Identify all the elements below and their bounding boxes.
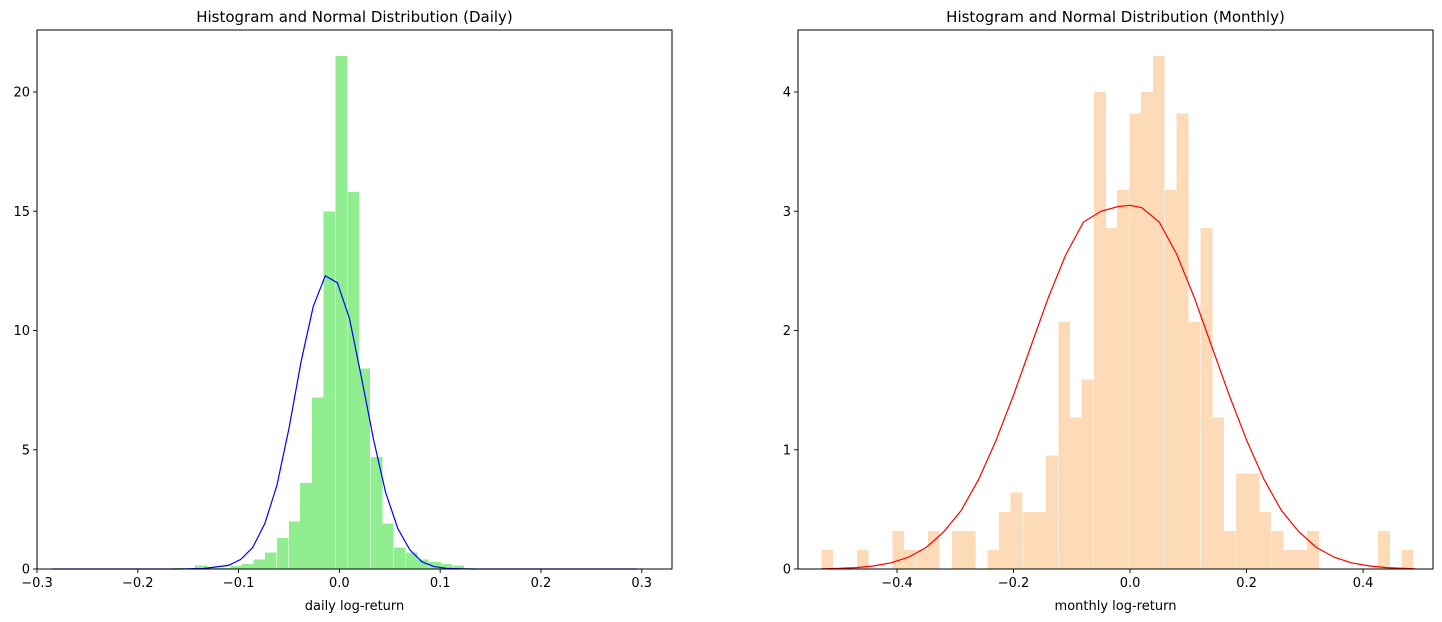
- monthly-histogram-bar: [1200, 227, 1213, 569]
- daily-chart-title: Histogram and Normal Distribution (Daily…: [196, 8, 513, 26]
- daily-y-tick-label: 0: [22, 563, 30, 578]
- monthly-normal-curve: [821, 204, 1416, 570]
- monthly-histogram-bar: [1271, 530, 1284, 569]
- monthly-histogram-bar: [1093, 92, 1106, 569]
- monthly-histogram-bar: [951, 530, 964, 569]
- daily-y-tick-label: 20: [13, 86, 30, 101]
- monthly-histogram-bar: [1141, 92, 1153, 569]
- daily-histogram-bar: [312, 397, 324, 569]
- daily-histogram-bar: [218, 567, 231, 569]
- monthly-histogram-bar: [1188, 322, 1201, 569]
- monthly-histogram-bar: [1070, 417, 1082, 569]
- monthly-x-tick-label: 0.4: [1353, 576, 1374, 591]
- daily-x-tick-label: 0.0: [329, 576, 350, 591]
- daily-x-axis-label: daily log-return: [305, 599, 405, 614]
- daily-histogram-bar: [300, 483, 312, 569]
- daily-histogram-bar: [370, 456, 383, 569]
- monthly-y-tick-label: 4: [783, 86, 791, 101]
- monthly-histogram-bar: [963, 530, 976, 569]
- monthly-histogram-bar: [1401, 549, 1414, 569]
- daily-x-tick-label: −0.3: [21, 576, 53, 591]
- monthly-histogram-bar: [1022, 511, 1035, 569]
- monthly-histogram-bar: [1046, 455, 1059, 569]
- monthly-axes-frame: [797, 29, 1434, 570]
- monthly-histogram-bar: [1223, 530, 1236, 569]
- daily-axes-frame: [36, 29, 673, 570]
- monthly-histogram-bar: [856, 549, 869, 569]
- daily-histogram-bar: [358, 368, 371, 569]
- monthly-histogram-bar: [904, 549, 916, 569]
- daily-x-tick-label: 0.2: [531, 576, 552, 591]
- monthly-histogram-bar: [927, 530, 940, 569]
- monthly-histogram-bar: [1236, 473, 1248, 569]
- monthly-histogram-bar: [916, 549, 929, 569]
- monthly-histogram-bar: [1307, 530, 1319, 569]
- monthly-y-tick-label: 0: [783, 563, 791, 578]
- daily-y-tick-label: 10: [13, 324, 30, 339]
- daily-x-tick-label: −0.2: [122, 576, 154, 591]
- monthly-histogram-bar: [998, 511, 1011, 569]
- monthly-chart-title: Histogram and Normal Distribution (Month…: [946, 8, 1285, 26]
- monthly-y-tick-label: 1: [783, 443, 791, 458]
- daily-histogram-bar: [393, 547, 406, 569]
- monthly-histogram-bar: [1058, 322, 1071, 569]
- daily-histogram-panel: −0.3 −0.2 −0.1 0.0 0.1 0.2 0.3 0 5 10 15 20 Histogra…: [13, 8, 673, 614]
- monthly-histogram-bar: [892, 530, 905, 569]
- monthly-y-tick-label: 3: [783, 205, 791, 220]
- daily-x-tick-label: −0.1: [223, 576, 255, 591]
- daily-histogram-bar: [230, 566, 243, 569]
- monthly-x-tick-label: −0.2: [998, 576, 1030, 591]
- monthly-histogram-bar: [1378, 530, 1391, 569]
- daily-histogram-bar: [264, 552, 277, 569]
- monthly-histogram-bar: [1081, 379, 1094, 569]
- monthly-histogram-bar: [1010, 492, 1023, 569]
- daily-histogram-bar: [195, 565, 207, 569]
- monthly-histogram-bar: [821, 549, 834, 569]
- daily-histogram-bar: [381, 523, 394, 569]
- daily-histogram-bar: [452, 565, 464, 569]
- monthly-histogram-bar: [1152, 56, 1165, 570]
- monthly-histogram-bar: [1129, 113, 1142, 569]
- monthly-histogram-bar: [1212, 417, 1225, 569]
- monthly-histogram-panel: −0.4 −0.2 0.0 0.2 0.4 0 1 2 3 4 Histogram and Norm…: [783, 8, 1434, 614]
- daily-histogram-bar: [323, 211, 335, 569]
- monthly-histogram-bar: [1034, 511, 1047, 569]
- daily-histogram-bar: [335, 56, 348, 570]
- daily-histogram-bar: [429, 561, 441, 569]
- daily-x-tick-label: 0.3: [631, 576, 652, 591]
- monthly-x-tick-label: 0.0: [1120, 576, 1141, 591]
- monthly-bars: [821, 56, 1414, 570]
- monthly-x-tick-label: 0.2: [1236, 576, 1257, 591]
- daily-y-tick-label: 5: [22, 443, 30, 458]
- daily-histogram-bar: [241, 564, 254, 569]
- monthly-x-axis-label: monthly log-return: [1055, 599, 1177, 614]
- daily-histogram-bar: [207, 567, 220, 569]
- daily-histogram-bar: [276, 537, 289, 569]
- monthly-histogram-bar: [1283, 549, 1296, 569]
- monthly-x-tick-label: −0.4: [881, 576, 913, 591]
- monthly-histogram-bar: [1117, 189, 1130, 569]
- daily-histogram-bar: [253, 559, 266, 569]
- daily-bars: [172, 56, 477, 570]
- monthly-y-tick-label: 2: [783, 324, 791, 339]
- daily-histogram-bar: [288, 521, 301, 569]
- daily-histogram-bar: [405, 552, 418, 569]
- daily-y-tick-label: 15: [13, 205, 30, 220]
- monthly-histogram-bar: [1176, 113, 1189, 569]
- daily-histogram-bar: [440, 564, 452, 569]
- daily-x-tick-label: 0.1: [430, 576, 451, 591]
- monthly-histogram-bar: [1165, 189, 1177, 569]
- monthly-histogram-bar: [987, 549, 1000, 569]
- monthly-histogram-bar: [1247, 473, 1260, 569]
- daily-histogram-bar: [416, 559, 429, 569]
- monthly-histogram-bar: [1259, 511, 1272, 569]
- monthly-histogram-bar: [1294, 549, 1307, 569]
- monthly-histogram-bar: [1105, 227, 1118, 569]
- daily-histogram-bar: [347, 192, 360, 569]
